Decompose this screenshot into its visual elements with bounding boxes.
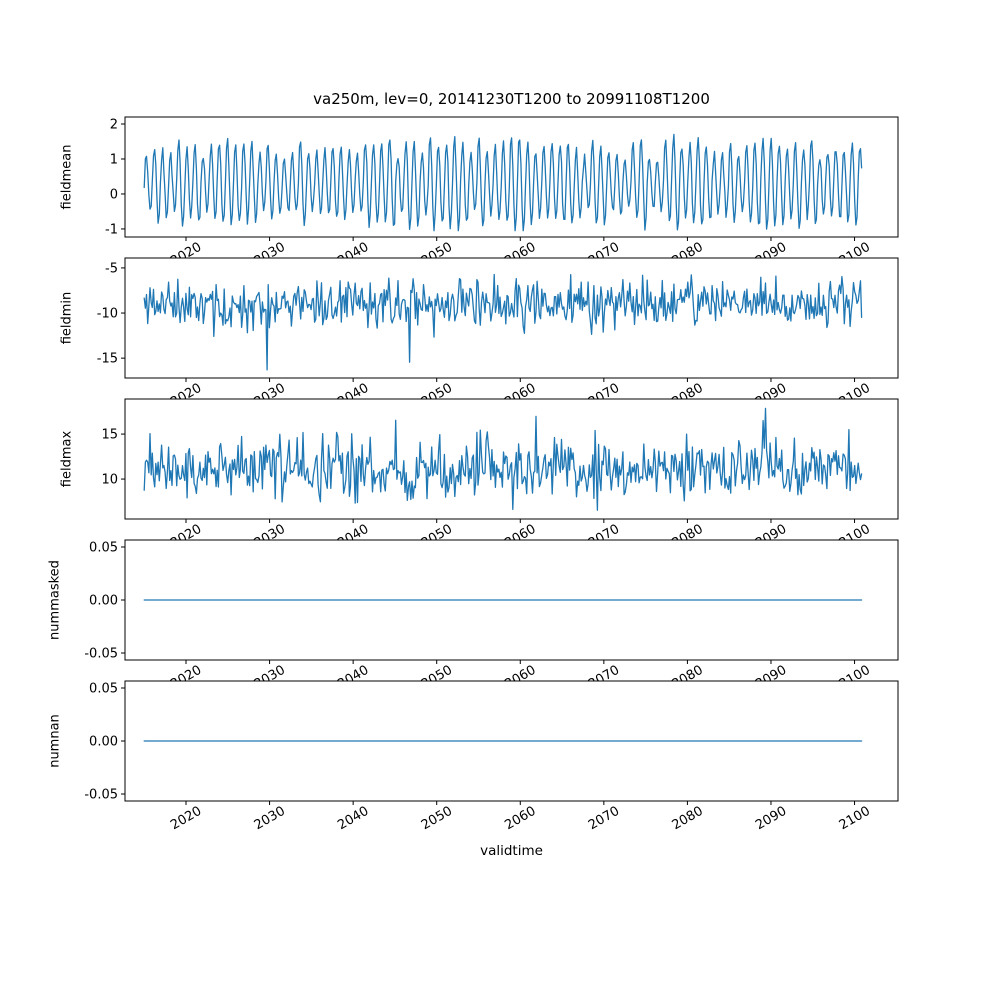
subplot-fieldmax-line (143, 407, 863, 511)
subplot-nummasked-ytick-label: -0.05 (84, 647, 118, 662)
subplot-fieldmean-ytick-label: 1 (110, 152, 118, 167)
x-tick-label: 2090 (753, 804, 789, 834)
subplot-fieldmin-ytick-label: -10 (97, 307, 118, 322)
x-tick-label: 2070 (586, 804, 622, 834)
x-tick-label: 2040 (335, 804, 371, 834)
subplot-fieldmin-ytick-label: -5 (105, 261, 118, 276)
subplot-fieldmean-ytick-label: -1 (105, 222, 118, 237)
subplot-nummasked-ytick-label: 0.05 (89, 540, 118, 555)
x-tick-label: 2030 (252, 804, 288, 834)
chart-title: va250m, lev=0, 20141230T1200 to 20991108… (313, 90, 710, 108)
subplot-numnan-ytick-label: 0.00 (89, 735, 118, 750)
x-axis-label: validtime (480, 843, 543, 859)
subplot-fieldmin-line (143, 273, 863, 371)
subplot-numnan-ytick-label: 0.05 (89, 681, 118, 696)
subplot-fieldmean-line (143, 133, 863, 232)
subplot-fieldmean-ytick-label: 2 (110, 117, 118, 132)
subplot-fieldmin-ytick-label: -15 (97, 352, 118, 367)
x-tick-label: 2100 (837, 804, 873, 834)
subplot-nummasked-ytick-label: 0.00 (89, 594, 118, 609)
x-tick-label: 2060 (502, 804, 538, 834)
subplot-numnan-ytick-label: -0.05 (84, 788, 118, 803)
x-tick-label: 2020 (168, 804, 204, 834)
x-tick-label: 2080 (670, 804, 706, 834)
subplot-fieldmean-ytick-label: 0 (110, 187, 118, 202)
subplot-fieldmax-ytick-label: 15 (101, 428, 118, 443)
x-tick-label: 2050 (419, 804, 455, 834)
subplot-fieldmax-ytick-label: 10 (101, 473, 118, 488)
